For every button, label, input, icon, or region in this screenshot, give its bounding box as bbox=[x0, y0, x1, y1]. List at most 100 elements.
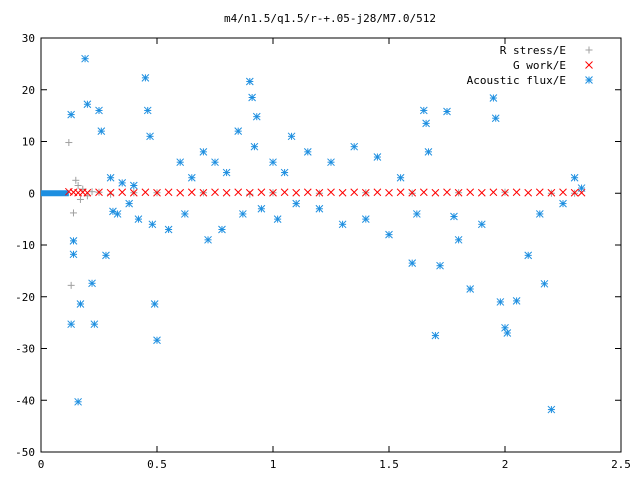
legend-marker bbox=[585, 76, 593, 84]
y-tick-label: -10 bbox=[15, 239, 35, 252]
data-point bbox=[245, 77, 254, 86]
data-point bbox=[269, 188, 277, 197]
data-point bbox=[83, 192, 91, 200]
y-tick-label: 20 bbox=[22, 84, 35, 97]
data-point bbox=[153, 336, 161, 345]
data-point bbox=[385, 230, 393, 239]
data-point bbox=[280, 168, 289, 177]
data-point bbox=[218, 225, 226, 234]
data-point bbox=[252, 112, 261, 121]
data-point bbox=[454, 188, 463, 197]
data-point bbox=[501, 188, 509, 197]
data-point bbox=[164, 225, 173, 234]
data-point bbox=[338, 220, 347, 229]
data-point bbox=[238, 210, 247, 218]
data-point bbox=[477, 220, 486, 229]
data-point bbox=[570, 188, 579, 197]
data-point bbox=[118, 179, 127, 187]
plot-frame bbox=[40, 37, 622, 453]
data-point bbox=[303, 147, 312, 156]
data-point bbox=[540, 279, 549, 288]
data-point bbox=[491, 114, 500, 123]
x-tick-label: 1 bbox=[270, 458, 277, 471]
series-1 bbox=[64, 187, 586, 197]
data-point bbox=[250, 142, 259, 151]
data-point bbox=[125, 199, 134, 208]
data-point bbox=[234, 127, 243, 136]
data-point bbox=[102, 251, 110, 260]
data-point bbox=[361, 188, 370, 197]
data-point bbox=[396, 173, 405, 182]
legend-marker bbox=[585, 46, 593, 54]
data-point bbox=[396, 188, 405, 197]
data-point bbox=[577, 184, 586, 192]
data-point bbox=[204, 235, 212, 244]
data-point bbox=[315, 204, 324, 213]
data-point bbox=[148, 220, 157, 229]
data-point bbox=[67, 320, 76, 329]
data-point bbox=[512, 297, 521, 305]
data-point bbox=[503, 329, 512, 337]
x-tick-label: 0 bbox=[38, 458, 45, 471]
data-point bbox=[69, 209, 77, 217]
data-point bbox=[248, 93, 256, 102]
data-point bbox=[106, 173, 115, 182]
data-point bbox=[570, 173, 579, 182]
data-point bbox=[422, 119, 430, 128]
data-point bbox=[72, 176, 80, 184]
data-point bbox=[408, 188, 417, 197]
data-point bbox=[466, 285, 475, 293]
data-point bbox=[141, 73, 150, 82]
data-point bbox=[327, 188, 335, 197]
data-point bbox=[454, 235, 463, 244]
data-point bbox=[176, 158, 185, 167]
data-point bbox=[83, 100, 92, 109]
data-point bbox=[74, 397, 82, 406]
data-point bbox=[466, 188, 475, 197]
x-tick-label: 1.5 bbox=[379, 458, 399, 471]
data-point bbox=[496, 298, 505, 306]
data-point bbox=[150, 300, 159, 308]
data-point bbox=[443, 107, 451, 116]
data-point bbox=[106, 188, 115, 197]
data-point bbox=[373, 188, 382, 197]
data-point bbox=[67, 110, 76, 119]
legend-label: R stress/E bbox=[500, 44, 566, 57]
series-2 bbox=[67, 54, 586, 414]
data-point bbox=[88, 188, 96, 196]
data-point bbox=[338, 188, 347, 197]
data-point bbox=[246, 190, 254, 198]
data-point bbox=[269, 158, 277, 167]
x-tick-label: 2.5 bbox=[611, 458, 631, 471]
y-tick-label: 10 bbox=[22, 136, 35, 149]
data-point bbox=[257, 188, 266, 197]
data-point bbox=[431, 188, 440, 197]
y-tick-label: 30 bbox=[22, 32, 35, 45]
data-point bbox=[176, 188, 185, 197]
y-tick-label: -20 bbox=[15, 291, 35, 304]
data-point bbox=[424, 147, 433, 156]
data-point bbox=[419, 106, 428, 115]
legend-marker bbox=[585, 61, 593, 69]
data-point bbox=[69, 250, 78, 259]
data-point bbox=[408, 259, 417, 267]
legend-label: Acoustic flux/E bbox=[467, 74, 566, 87]
series-0 bbox=[65, 139, 579, 289]
data-point bbox=[273, 215, 282, 223]
data-point bbox=[327, 158, 335, 167]
data-point bbox=[489, 94, 498, 102]
data-point bbox=[373, 153, 382, 161]
data-point bbox=[187, 188, 196, 197]
data-point bbox=[559, 188, 567, 197]
data-point bbox=[436, 261, 444, 270]
data-point bbox=[118, 188, 127, 197]
data-point bbox=[361, 215, 370, 223]
data-point bbox=[76, 300, 85, 308]
data-point bbox=[547, 188, 556, 197]
data-point bbox=[76, 195, 84, 203]
data-point bbox=[95, 106, 103, 115]
data-point bbox=[292, 188, 301, 197]
data-point bbox=[95, 188, 103, 197]
data-point bbox=[257, 204, 266, 213]
data-point bbox=[245, 188, 254, 197]
